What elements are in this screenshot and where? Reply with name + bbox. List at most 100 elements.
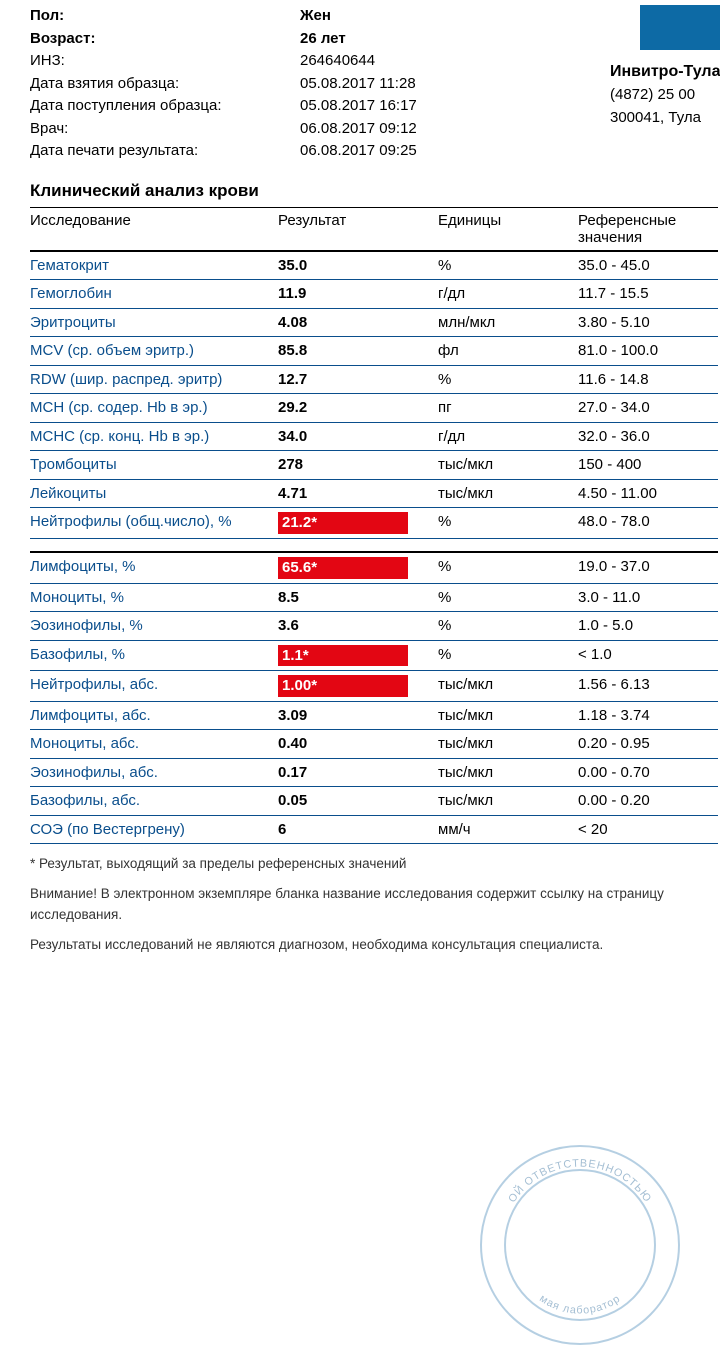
table-row: MCV (ср. объем эритр.)85.8фл81.0 - 100.0 <box>30 337 718 366</box>
result-value: 4.08 <box>278 308 438 337</box>
lab-name: Инвитро-Тула <box>610 60 720 84</box>
reference-range: 0.00 - 0.70 <box>578 758 718 787</box>
result-value: 4.71 <box>278 479 438 508</box>
units: г/дл <box>438 280 578 309</box>
test-name: Моноциты, абс. <box>30 730 278 759</box>
result-value: 6 <box>278 815 438 844</box>
result-value: 11.9 <box>278 280 438 309</box>
svg-text:ОЙ ОТВЕТСТВЕННОСТЬЮ: ОЙ ОТВЕТСТВЕННОСТЬЮ <box>506 1158 654 1205</box>
test-name: Гемоглобин <box>30 280 278 309</box>
test-name: Базофилы, % <box>30 640 278 671</box>
reference-range: < 20 <box>578 815 718 844</box>
section-title: Клинический анализ крови <box>30 181 720 201</box>
lab-phone: (4872) 25 00 <box>610 84 720 107</box>
table-row: RDW (шир. распред. эритр)12.7%11.6 - 14.… <box>30 365 718 394</box>
lab-info: Инвитро-Тула (4872) 25 00 300041, Тула <box>610 60 720 129</box>
result-value: 0.40 <box>278 730 438 759</box>
units: млн/мкл <box>438 308 578 337</box>
print-date-value: 06.08.2017 09:25 <box>300 140 720 163</box>
units: тыс/мкл <box>438 730 578 759</box>
units: % <box>438 251 578 280</box>
units: фл <box>438 337 578 366</box>
test-name: MCV (ср. объем эритр.) <box>30 337 278 366</box>
reference-range: 3.0 - 11.0 <box>578 583 718 612</box>
result-value: 35.0 <box>278 251 438 280</box>
table-row: Нейтрофилы, абс.1.00*тыс/мкл1.56 - 6.13 <box>30 671 718 702</box>
reference-range: 35.0 - 45.0 <box>578 251 718 280</box>
result-value: 3.09 <box>278 701 438 730</box>
sample-date-label: Дата взятия образца: <box>30 73 300 96</box>
table-row: MCH (ср. содер. Hb в эр.)29.2пг27.0 - 34… <box>30 394 718 423</box>
table-row: Гемоглобин11.9г/дл11.7 - 15.5 <box>30 280 718 309</box>
reference-range: 1.0 - 5.0 <box>578 612 718 641</box>
units: % <box>438 365 578 394</box>
test-name: Моноциты, % <box>30 583 278 612</box>
result-value: 85.8 <box>278 337 438 366</box>
footnote-disclaimer: Результаты исследований не являются диаг… <box>30 935 710 955</box>
units: г/дл <box>438 422 578 451</box>
test-name: Эозинофилы, % <box>30 612 278 641</box>
test-name: Базофилы, абс. <box>30 787 278 816</box>
test-name: RDW (шир. распред. эритр) <box>30 365 278 394</box>
reference-range: 3.80 - 5.10 <box>578 308 718 337</box>
table-row: Моноциты, абс.0.40тыс/мкл0.20 - 0.95 <box>30 730 718 759</box>
reference-range: 150 - 400 <box>578 451 718 480</box>
result-value: 12.7 <box>278 365 438 394</box>
col-units: Единицы <box>438 207 578 251</box>
table-row: Гематокрит35.0%35.0 - 45.0 <box>30 251 718 280</box>
table-row: Лимфоциты, абс.3.09тыс/мкл1.18 - 3.74 <box>30 701 718 730</box>
table-row: Моноциты, %8.5%3.0 - 11.0 <box>30 583 718 612</box>
table-row: СОЭ (по Вестергрену)6мм/ч< 20 <box>30 815 718 844</box>
result-value: 29.2 <box>278 394 438 423</box>
logo-block <box>640 5 720 50</box>
units: пг <box>438 394 578 423</box>
table-row: Эозинофилы, %3.6%1.0 - 5.0 <box>30 612 718 641</box>
table-row: Тромбоциты278тыс/мкл150 - 400 <box>30 451 718 480</box>
table-row: Эритроциты4.08млн/мкл3.80 - 5.10 <box>30 308 718 337</box>
table-row: Эозинофилы, абс.0.17тыс/мкл0.00 - 0.70 <box>30 758 718 787</box>
reference-range: 19.0 - 37.0 <box>578 552 718 583</box>
doctor-label: Врач: <box>30 118 300 141</box>
table-row: Нейтрофилы (общ.число), %21.2*%48.0 - 78… <box>30 508 718 539</box>
footnote-star: * Результат, выходящий за пределы рефере… <box>30 854 710 874</box>
print-date-label: Дата печати результата: <box>30 140 300 163</box>
col-ref: Референсные значения <box>578 207 718 251</box>
reference-range: 11.6 - 14.8 <box>578 365 718 394</box>
results-table: Исследование Результат Единицы Референсн… <box>30 207 718 845</box>
units: % <box>438 583 578 612</box>
result-value: 0.05 <box>278 787 438 816</box>
reference-range: 81.0 - 100.0 <box>578 337 718 366</box>
reference-range: 0.20 - 0.95 <box>578 730 718 759</box>
inz-label: ИНЗ: <box>30 50 300 73</box>
result-value: 21.2* <box>278 508 438 539</box>
result-value: 3.6 <box>278 612 438 641</box>
stamp-icon: ОЙ ОТВЕТСТВЕННОСТЬЮ мая лаборатор <box>480 1145 680 1345</box>
units: тыс/мкл <box>438 479 578 508</box>
units: % <box>438 508 578 539</box>
result-value: 278 <box>278 451 438 480</box>
units: тыс/мкл <box>438 758 578 787</box>
test-name: Нейтрофилы, абс. <box>30 671 278 702</box>
result-value: 8.5 <box>278 583 438 612</box>
table-row: Базофилы, %1.1*%< 1.0 <box>30 640 718 671</box>
test-name: MCHC (ср. конц. Hb в эр.) <box>30 422 278 451</box>
col-test: Исследование <box>30 207 278 251</box>
result-value: 34.0 <box>278 422 438 451</box>
result-value: 0.17 <box>278 758 438 787</box>
lab-address: 300041, Тула <box>610 107 720 130</box>
col-result: Результат <box>278 207 438 251</box>
reference-range: 1.56 - 6.13 <box>578 671 718 702</box>
result-value: 1.1* <box>278 640 438 671</box>
table-row: Лимфоциты, %65.6*%19.0 - 37.0 <box>30 552 718 583</box>
reference-range: 11.7 - 15.5 <box>578 280 718 309</box>
table-row: MCHC (ср. конц. Hb в эр.)34.0г/дл32.0 - … <box>30 422 718 451</box>
footnote-attention: Внимание! В электронном экземпляре бланк… <box>30 884 710 925</box>
reference-range: 48.0 - 78.0 <box>578 508 718 539</box>
test-name: Лимфоциты, абс. <box>30 701 278 730</box>
units: % <box>438 612 578 641</box>
table-row: Лейкоциты4.71тыс/мкл4.50 - 11.00 <box>30 479 718 508</box>
reference-range: 32.0 - 36.0 <box>578 422 718 451</box>
test-name: Лимфоциты, % <box>30 552 278 583</box>
test-name: Гематокрит <box>30 251 278 280</box>
units: тыс/мкл <box>438 701 578 730</box>
